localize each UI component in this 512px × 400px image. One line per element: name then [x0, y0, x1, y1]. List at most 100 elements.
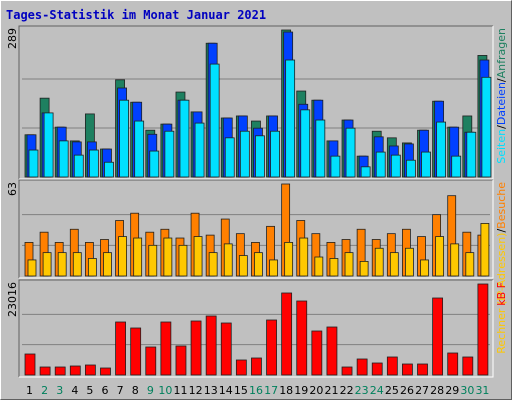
bar [315, 119, 326, 178]
legend: Seiten/Dateien/Anfragen [495, 28, 508, 164]
legend-separator: / [495, 78, 508, 82]
bar [239, 130, 250, 178]
x-tick-label: 11 [174, 384, 188, 397]
y-tick-label: 63 [6, 182, 19, 196]
x-tick-label: 8 [132, 384, 139, 397]
bar [389, 252, 399, 277]
bar [296, 300, 308, 376]
y-tick-label: 23016 [6, 282, 19, 317]
bar [450, 243, 460, 277]
bar [299, 237, 309, 277]
bar [209, 63, 220, 178]
panel-bevel [19, 180, 494, 279]
bar [178, 244, 188, 277]
legend-entry: Dateien [495, 82, 508, 125]
legend-entry: Seiten [495, 129, 508, 164]
bar [284, 242, 294, 277]
bar [72, 252, 82, 277]
legend-entry: Anfragen [495, 28, 508, 78]
bar [314, 256, 324, 277]
legend-separator: / [495, 125, 508, 129]
bar [115, 321, 126, 376]
x-tick-label: 21 [324, 384, 338, 397]
bar [88, 149, 99, 178]
bar [84, 364, 96, 376]
x-tick-label: 22 [340, 384, 354, 397]
legend-separator: / [495, 229, 508, 233]
bar [432, 297, 444, 376]
bar [208, 252, 218, 277]
bar [371, 362, 383, 376]
bar [300, 109, 311, 178]
bar [436, 121, 447, 178]
bar [28, 149, 39, 178]
x-tick-label: 4 [71, 384, 78, 397]
bar [402, 363, 413, 376]
panel-bevel [18, 279, 493, 377]
legend-entry: Besuche [495, 182, 508, 229]
bar [462, 356, 474, 376]
bar [344, 252, 354, 277]
bar [329, 258, 339, 277]
bar [451, 155, 462, 178]
x-tick-label: 28 [430, 384, 444, 397]
bar [465, 252, 475, 277]
x-tick-label: 13 [204, 384, 218, 397]
bar [103, 252, 112, 277]
bar [193, 236, 203, 277]
x-tick-label: 9 [147, 384, 154, 397]
x-tick-label: 24 [370, 384, 384, 397]
bar [375, 151, 386, 178]
x-tick-label: 18 [279, 384, 293, 397]
bar [24, 353, 36, 376]
bar [148, 244, 158, 277]
x-tick-label: 20 [309, 384, 323, 397]
x-tick-label: 6 [102, 384, 109, 397]
bar [145, 346, 157, 376]
bar [406, 159, 416, 178]
bar [220, 322, 232, 376]
x-tick-label: 26 [400, 384, 414, 397]
x-tick-label: 14 [219, 384, 233, 397]
x-tick-label: 10 [158, 384, 172, 397]
bar [134, 120, 145, 178]
legend-entry: kB F [495, 282, 508, 306]
x-tick-label: 25 [385, 384, 399, 397]
x-tick-label: 12 [189, 384, 203, 397]
legend: Rechner (IP-Adressen)/Besuche [495, 182, 508, 354]
bar [270, 130, 280, 178]
bar [149, 150, 160, 178]
x-tick-label: 2 [41, 384, 48, 397]
bar [194, 122, 205, 178]
panel-bevel [19, 26, 494, 180]
bar [118, 236, 127, 277]
bar [374, 247, 384, 277]
bar [87, 258, 97, 277]
bar [481, 76, 492, 178]
bar [255, 135, 265, 178]
bar [39, 366, 51, 376]
bar [386, 356, 398, 376]
bar [224, 137, 235, 178]
x-tick-label: 30 [460, 384, 474, 397]
x-tick-label: 5 [86, 384, 93, 397]
bar [466, 131, 477, 178]
x-tick-label: 15 [234, 384, 248, 397]
bar [223, 243, 233, 277]
bar [417, 363, 428, 376]
bar [238, 255, 248, 277]
bar [205, 315, 217, 376]
bar [326, 326, 338, 376]
bar [390, 154, 401, 178]
x-tick-label: 7 [117, 384, 124, 397]
x-tick-label: 23 [355, 384, 369, 397]
bar [405, 247, 414, 277]
x-tick-label: 19 [294, 384, 308, 397]
y-tick-label: 289 [6, 28, 19, 49]
bar [190, 320, 202, 376]
bar [359, 260, 369, 277]
x-tick-label: 29 [445, 384, 459, 397]
bar [345, 127, 356, 178]
bar [133, 237, 143, 277]
